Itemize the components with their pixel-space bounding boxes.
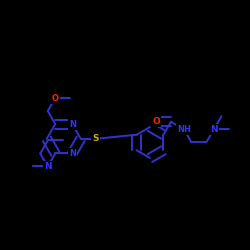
Text: O: O (52, 94, 59, 102)
Text: N: N (69, 120, 76, 128)
Text: N: N (210, 125, 218, 134)
Text: O: O (152, 117, 160, 126)
Text: NH: NH (177, 125, 191, 134)
Text: N: N (44, 162, 52, 171)
Text: S: S (92, 134, 99, 143)
Text: N: N (69, 149, 76, 158)
